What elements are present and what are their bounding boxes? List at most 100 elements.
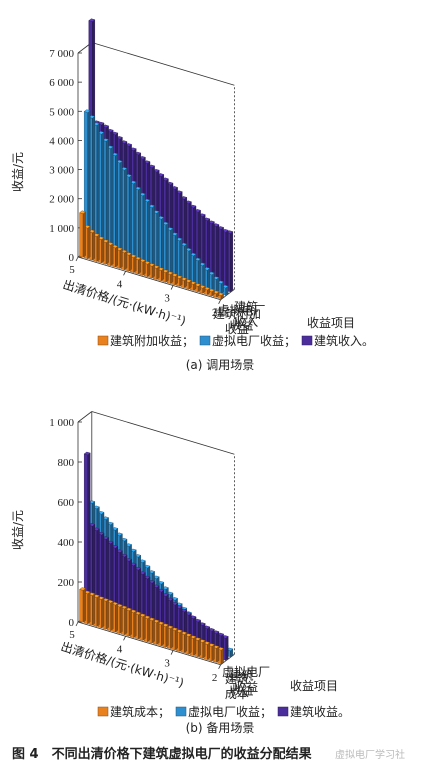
chart-b-bar-side: [193, 636, 197, 656]
chart-a-legend-item: 建筑收入。: [301, 333, 374, 348]
chart-b-z-tick-label: 400: [58, 537, 75, 549]
chart-b-x-axis: [77, 621, 221, 666]
chart-a-legend-label: 虚拟电厂收益；: [212, 334, 296, 348]
chart-b-bar-side: [105, 598, 109, 630]
chart-b-bar-side: [128, 608, 132, 637]
chart-a-subtitle: (a) 调用场景: [186, 358, 255, 372]
chart-b-bar-side: [197, 638, 201, 658]
chart-a-top-back-edge: [91, 42, 235, 86]
chart-a-bar-side: [142, 193, 146, 271]
chart-b-legend-swatch: [277, 706, 289, 717]
chart-a-depth-label: 收益项目: [307, 316, 355, 330]
chart-a-category-label: 建筑附加: [213, 306, 261, 321]
chart-b-bar-side: [92, 593, 96, 626]
chart-a-bar-side: [138, 187, 142, 270]
chart-a-z-tick-label: 3 000: [49, 165, 74, 177]
chart-a-category-label: 虚拟电厂: [217, 304, 265, 318]
chart-b-legend-label: 建筑收益。: [290, 704, 350, 719]
chart-b-bar-side: [110, 600, 114, 632]
chart-a-category-label: 收益: [229, 319, 253, 333]
chart-b-category-label: 建筑: [229, 668, 253, 683]
chart-a-legend-item: 虚拟电厂收益；: [199, 334, 296, 348]
chart-b-bar-side: [211, 644, 215, 662]
chart-a-bar-side: [101, 237, 105, 264]
chart-a-x-tick: [75, 256, 79, 262]
chart-b-category-label: 建筑: [225, 671, 249, 686]
chart-b-bar-side: [151, 618, 155, 644]
chart-a-bar-side: [174, 233, 178, 281]
chart-a-bar: [79, 210, 87, 258]
chart-a-bar-side: [119, 248, 123, 269]
chart-b-z-tick-label: 200: [58, 577, 75, 589]
chart-b-x-tick-label: 4: [117, 643, 123, 655]
chart-b-bar-side: [216, 646, 220, 663]
chart-b-legend-swatch: [175, 706, 187, 717]
chart-a-legend-label: 建筑收入。: [314, 333, 374, 348]
chart-a-legend-item: 建筑附加收益；: [97, 333, 194, 348]
chart-b-legend-label: 建筑成本；: [110, 704, 170, 719]
chart-b-bar-side: [188, 634, 192, 655]
chart-a-legend-swatch: [301, 335, 313, 346]
chart-b-x-tick-label: 5: [69, 629, 75, 641]
chart-b-bar-side: [142, 614, 146, 641]
chart-a-z-tick-label: 0: [69, 252, 75, 264]
chart-a-bar-front: [79, 212, 84, 258]
chart-a-z-tick-label: 6 000: [49, 77, 74, 89]
chart-b-x-tick: [218, 664, 221, 669]
chart-b-bar-side: [207, 642, 211, 661]
chart-a-x-tick: [123, 271, 126, 276]
chart-a-bar-side: [115, 245, 119, 268]
chart-a-legend-label: 建筑附加收益；: [110, 333, 194, 348]
chart-b-depth-label: 收益项目: [290, 679, 338, 693]
chart-a-bar-side: [197, 258, 201, 288]
chart-a-z-tick-label: 7 000: [49, 48, 74, 60]
chart-b-bar-side: [179, 630, 183, 652]
chart-b-category-label: 成本: [225, 687, 249, 701]
chart-a-bar-side: [202, 263, 206, 289]
chart-a-x-tick-label: 5: [69, 264, 75, 276]
chart-b-bar-side: [202, 640, 206, 659]
chart-a-bar-side: [110, 242, 114, 267]
figure-caption: 图 4 不同出清价格下建筑虚拟电厂的收益分配结果: [12, 746, 312, 762]
chart-b-bar-side: [170, 626, 174, 650]
chart-a-x-axis: [77, 256, 221, 301]
chart-b-x-tick-label: 3: [164, 658, 170, 670]
chart-b-bar-side: [133, 610, 137, 639]
chart-a-bar-side: [133, 255, 137, 274]
chart-b-legend-label: 虚拟电厂收益；: [188, 705, 272, 719]
chart-a-bar-side: [179, 238, 183, 282]
chart-b-x-tick-label: 2: [212, 672, 218, 684]
chart-a-legend-swatch: [199, 335, 211, 346]
chart-b-bar-top: [83, 451, 91, 456]
chart-a-bar-side: [151, 205, 155, 274]
chart-a-z-tick-label: 1 000: [49, 223, 74, 235]
chart-b-bar-side: [220, 647, 224, 665]
chart-b-bar: [79, 587, 87, 623]
chart-b-bar: [194, 637, 202, 658]
chart-a-legend-swatch: [97, 335, 109, 346]
chart-a-z-tick-label: 5 000: [49, 106, 74, 118]
chart-b-top-back-edge: [91, 411, 235, 455]
chart-a-bar-side: [161, 216, 165, 277]
chart-b-bar-side: [96, 595, 100, 628]
chart-b-bar-side: [138, 612, 142, 640]
chart-a-bar-side: [147, 199, 151, 273]
chart-a-ylabel: 收益/元: [11, 152, 25, 192]
chart-a-z-tick-label: 2 000: [49, 194, 74, 206]
chart-b-depth-axis: [220, 653, 235, 666]
chart-a-bar-side: [96, 234, 100, 263]
chart-a-x-tick-label: 4: [117, 278, 123, 290]
chart-a-bar-side: [165, 222, 169, 278]
chart-b-bar-side: [124, 606, 128, 636]
chart-b-series-1: [79, 587, 225, 665]
chart-b-z-tick-label: 0: [69, 617, 75, 629]
chart-b-bar-side: [161, 622, 165, 647]
chart-a-x-tick: [170, 285, 174, 290]
chart-a-bar-top: [83, 109, 91, 113]
chart-a-plot: 0 1 000 2 000 3 000 4 000 5 000 6 000 7 000 2 3 4 5…: [49, 18, 374, 348]
chart-b-z-tick-label: 600: [58, 497, 75, 509]
chart-b-bar-side: [147, 616, 151, 643]
chart-a-bar-side: [128, 252, 132, 272]
chart-b-category-label: 收益: [234, 680, 258, 694]
